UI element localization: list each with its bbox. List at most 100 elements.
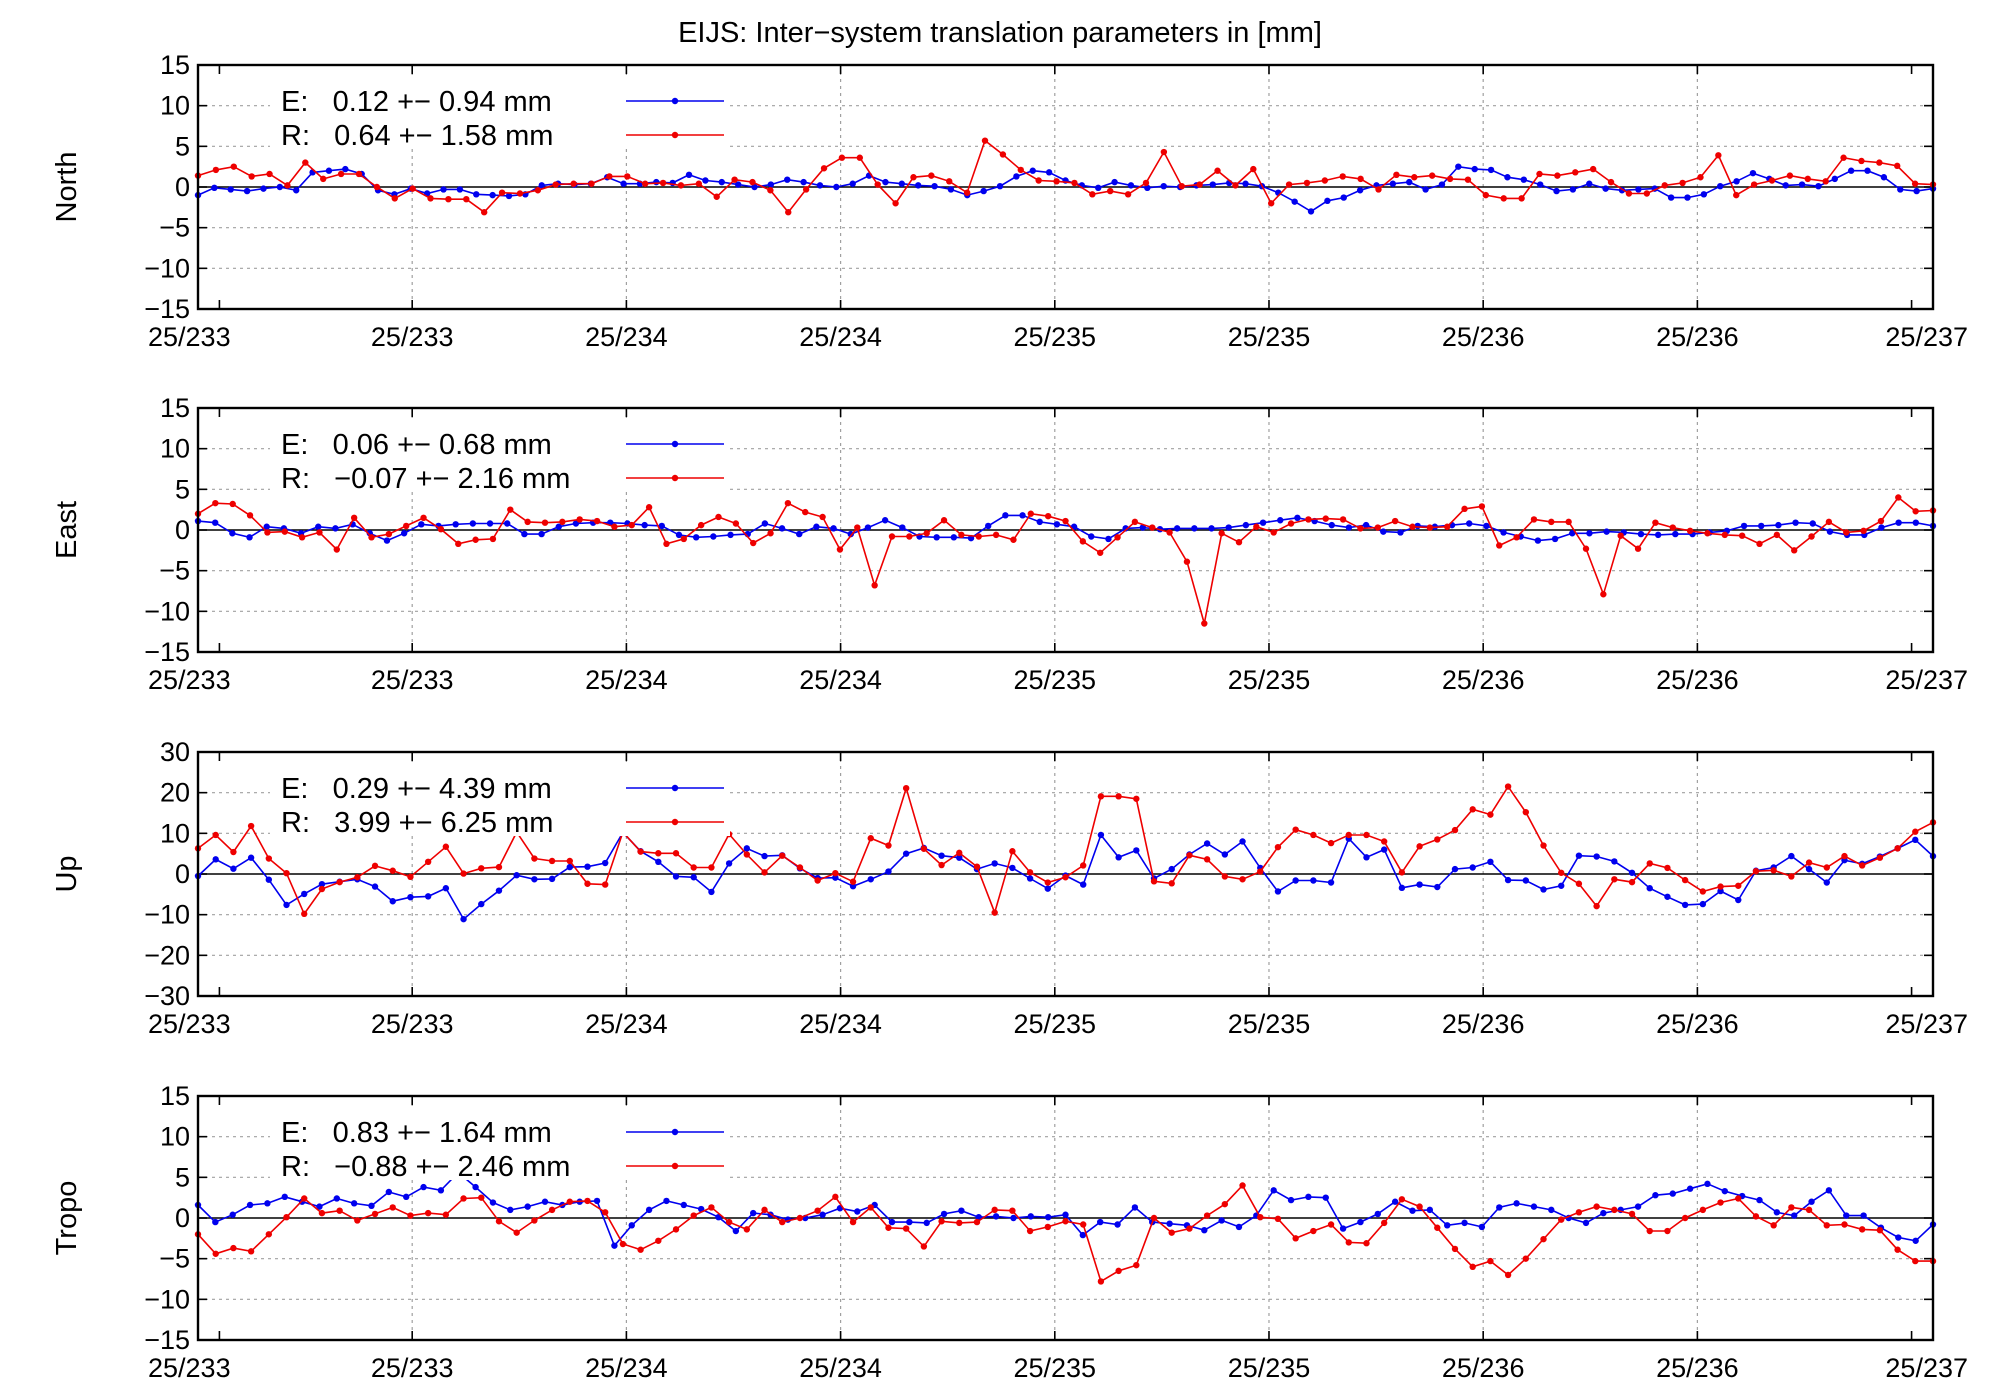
tropo-series-e-point	[1808, 1198, 1815, 1205]
east-series-r-point	[559, 518, 566, 526]
up-series-r-point	[779, 852, 786, 859]
tropo-series-e-point	[1652, 1192, 1659, 1199]
up-series-r-point	[1221, 873, 1229, 880]
east-ytick-label: −10	[144, 596, 190, 626]
north-series-r-point	[1035, 177, 1042, 184]
up-series-r-point	[1062, 874, 1069, 881]
east-series-r-point	[368, 534, 375, 541]
east-series-e-point	[778, 525, 786, 532]
up-series-e-point	[1327, 879, 1335, 886]
tropo-series-r-point	[637, 1246, 644, 1253]
tropo-series-r-point	[1522, 1255, 1530, 1262]
up-series-r-point	[1681, 876, 1689, 884]
east-series-e-point	[658, 522, 666, 530]
north-series-r-point	[963, 189, 971, 196]
north-series-r-point	[1375, 186, 1382, 193]
north-series-r-point	[1822, 178, 1829, 185]
north-series-e-point	[914, 182, 922, 189]
north-series-e-point	[1242, 180, 1249, 187]
tropo-series-e-point	[541, 1198, 549, 1205]
tropo-series-e-point	[1339, 1225, 1347, 1232]
up-series-e-point	[1522, 877, 1530, 884]
east-series-r-point	[1183, 558, 1191, 565]
east-series-r-point	[1201, 620, 1208, 627]
up-series-r-point	[212, 831, 219, 839]
north-series-e-point	[718, 178, 725, 186]
up-series-r-point	[371, 862, 379, 870]
up-series-e-point	[318, 880, 326, 888]
north-series-r-point	[1124, 191, 1132, 198]
tropo-ytick-label: 5	[175, 1162, 190, 1192]
up-series-r-point	[1717, 883, 1724, 890]
north-series-e-point	[1209, 181, 1217, 188]
chart-title: EIJS: Inter−system translation parameter…	[678, 17, 1322, 49]
north-xtick-label: 25/236	[1442, 322, 1525, 352]
north-series-e-point	[1471, 165, 1478, 173]
tropo-series-r-point	[1026, 1227, 1034, 1235]
up-series-r-point	[1558, 869, 1565, 876]
tropo-series-r-point	[796, 1214, 804, 1222]
tropo-series-r-point	[1380, 1219, 1388, 1227]
north-series-e-point	[1455, 163, 1462, 170]
tropo-xtick-label: 25/235	[1013, 1353, 1096, 1383]
north-series-e-point	[538, 182, 545, 189]
up-series-r-point	[637, 848, 644, 855]
north-series-r-point	[1876, 159, 1883, 166]
east-series-r-point	[1287, 520, 1295, 527]
north-series-r-point	[1250, 165, 1257, 173]
tropo-series-e-point	[1235, 1223, 1243, 1231]
tropo-series-e-point	[680, 1201, 687, 1209]
up-series-r-point	[920, 845, 928, 852]
east-series-e-point	[830, 525, 837, 532]
east-series-e-point	[710, 533, 717, 540]
tropo-series-e-point	[992, 1213, 1000, 1220]
up-series-r-point	[584, 880, 591, 887]
up-series-e-point	[1097, 831, 1105, 839]
north-series-e-point	[1667, 194, 1675, 201]
tropo-series-r-point	[885, 1224, 892, 1231]
tropo-series-r-point	[1858, 1226, 1866, 1233]
up-series-r-point	[1310, 831, 1317, 839]
north-series-e-point	[996, 182, 1004, 190]
tropo-legend-e-marker	[671, 1128, 679, 1136]
up-series-e-point	[1664, 893, 1671, 900]
up-series-e-point	[1133, 847, 1140, 854]
up-series-r-point	[336, 878, 343, 886]
east-series-r-point	[1530, 516, 1538, 523]
north-series-e-point	[1717, 182, 1724, 190]
up-series-e-point	[247, 854, 255, 861]
up-series-r-point	[230, 848, 237, 856]
north-series-r-point	[1321, 177, 1329, 184]
north-series-r-point	[1446, 175, 1454, 183]
up-series-e-point	[566, 863, 573, 871]
east-series-e-point	[1362, 521, 1370, 529]
east-legend-e-marker	[671, 440, 679, 448]
north-series-r-point	[677, 182, 685, 189]
tropo-series-e-point	[420, 1183, 427, 1191]
north-series-r-point	[928, 172, 935, 179]
tropo-series-e-point	[1357, 1218, 1364, 1226]
up-series-r-point	[1575, 880, 1583, 887]
north-series-e-point	[1504, 174, 1511, 181]
east-legend-r-label: R: −0.07 +− 2.16 mm	[281, 463, 570, 495]
north-series-r-point	[1357, 175, 1364, 183]
east-series-r-point	[437, 525, 445, 533]
north-series-e-point	[1700, 191, 1708, 198]
up-series-r-point	[283, 869, 290, 877]
north-series-e-point	[784, 176, 791, 183]
tropo-series-r-point	[973, 1218, 981, 1226]
tropo-series-e-point	[1114, 1221, 1121, 1228]
east-series-r-point	[212, 499, 219, 507]
north-legend-e-marker	[671, 97, 679, 105]
north-series-e-point	[1356, 187, 1364, 194]
tropo-series-r-point	[371, 1210, 379, 1218]
up-series-r-point	[761, 869, 768, 876]
tropo-series-r-point	[1717, 1199, 1724, 1206]
north-series-r-point	[713, 193, 720, 200]
up-series-e-point	[1805, 865, 1813, 873]
tropo-series-r-point	[1292, 1235, 1299, 1242]
east-series-r-point	[1374, 524, 1382, 531]
east-series-r-point	[611, 523, 618, 530]
east-series-r-point	[1097, 549, 1104, 556]
